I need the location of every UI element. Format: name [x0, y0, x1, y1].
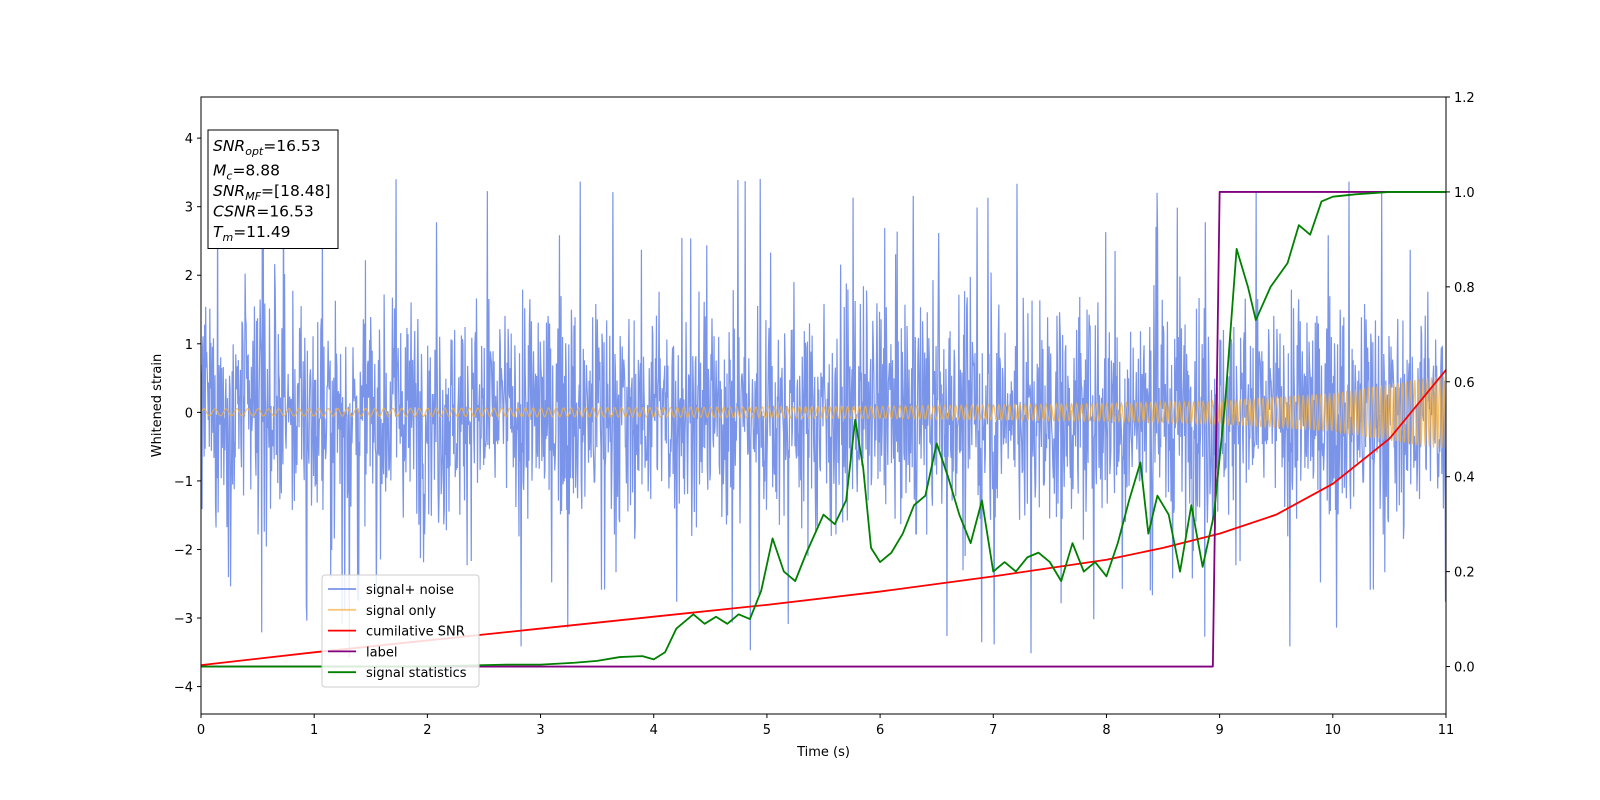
x-tick-label: 11	[1438, 723, 1455, 738]
info-line: SNRopt=16.53	[213, 137, 321, 158]
info-box: SNRopt=16.53 Mc=8.88SNRMF=[18.48]CSNR=16.…	[207, 129, 339, 249]
x-tick-label: 5	[763, 723, 771, 738]
info-line: Tm=11.49	[213, 223, 291, 244]
info-line: SNRMF=[18.48]	[213, 182, 331, 203]
info-box-frame	[207, 129, 339, 249]
x-tick-label: 7	[989, 723, 997, 738]
x-tick-label: 4	[650, 723, 658, 738]
legend-label: label	[366, 645, 397, 660]
series-label	[201, 191, 1446, 668]
series-signal-statistics	[201, 191, 1446, 668]
y-tick-label-right: 1.2	[1454, 91, 1475, 106]
y-tick-label-left: 2	[185, 269, 193, 284]
series-signal-only	[201, 376, 1446, 449]
x-tick-label: 6	[876, 723, 884, 738]
y-tick-label-left: 1	[185, 338, 193, 353]
x-tick-label: 3	[536, 723, 544, 738]
y-tick-label-left: 3	[185, 201, 193, 216]
y-tick-label-right: 0.2	[1454, 566, 1475, 581]
x-tick-label: 0	[197, 723, 205, 738]
x-tick-label: 9	[1215, 723, 1223, 738]
series-signal-noise	[201, 171, 1446, 658]
y-tick-label-left: 4	[185, 132, 193, 147]
x-axis-label: Time (s)	[796, 745, 850, 760]
y-axis-label: Whitened strain	[150, 354, 165, 457]
y-tick-label-left: −3	[174, 612, 193, 627]
y-tick-label-right: 0.8	[1454, 281, 1475, 296]
y-tick-label-right: 0.0	[1454, 661, 1475, 676]
y-tick-label-left: 0	[185, 406, 193, 421]
y-tick-label-right: 0.4	[1454, 471, 1475, 486]
legend-label: signal+ noise	[366, 583, 454, 598]
info-line: CSNR=16.53	[213, 203, 314, 221]
legend-label: signal only	[366, 604, 436, 619]
legend-frame	[321, 574, 480, 688]
plot-frame	[200, 96, 1447, 715]
y-tick-label-right: 1.0	[1454, 186, 1475, 201]
y-tick-label-left: −1	[174, 475, 193, 490]
x-tick-label: 10	[1325, 723, 1342, 738]
x-tick-label: 8	[1102, 723, 1110, 738]
legend-label: cumilative SNR	[366, 625, 465, 640]
legend: signal+ noise signal only cumilative SNR la…	[321, 574, 480, 688]
axes-layer: 0 1 2 3 4 5 6 7 8 9 10 11 −4 −3 −2 −1 0 1 2 3 4 0.0 0.2 0.4 0.6 0…	[174, 91, 1475, 738]
info-line: Mc=8.88	[213, 162, 280, 183]
x-tick-label: 1	[310, 723, 318, 738]
y-tick-label-left: −4	[174, 681, 193, 696]
y-tick-label-left: −2	[174, 543, 193, 558]
x-tick-label: 2	[423, 723, 431, 738]
y-tick-label-right: 0.6	[1454, 376, 1475, 391]
legend-label: signal statistics	[366, 666, 467, 681]
